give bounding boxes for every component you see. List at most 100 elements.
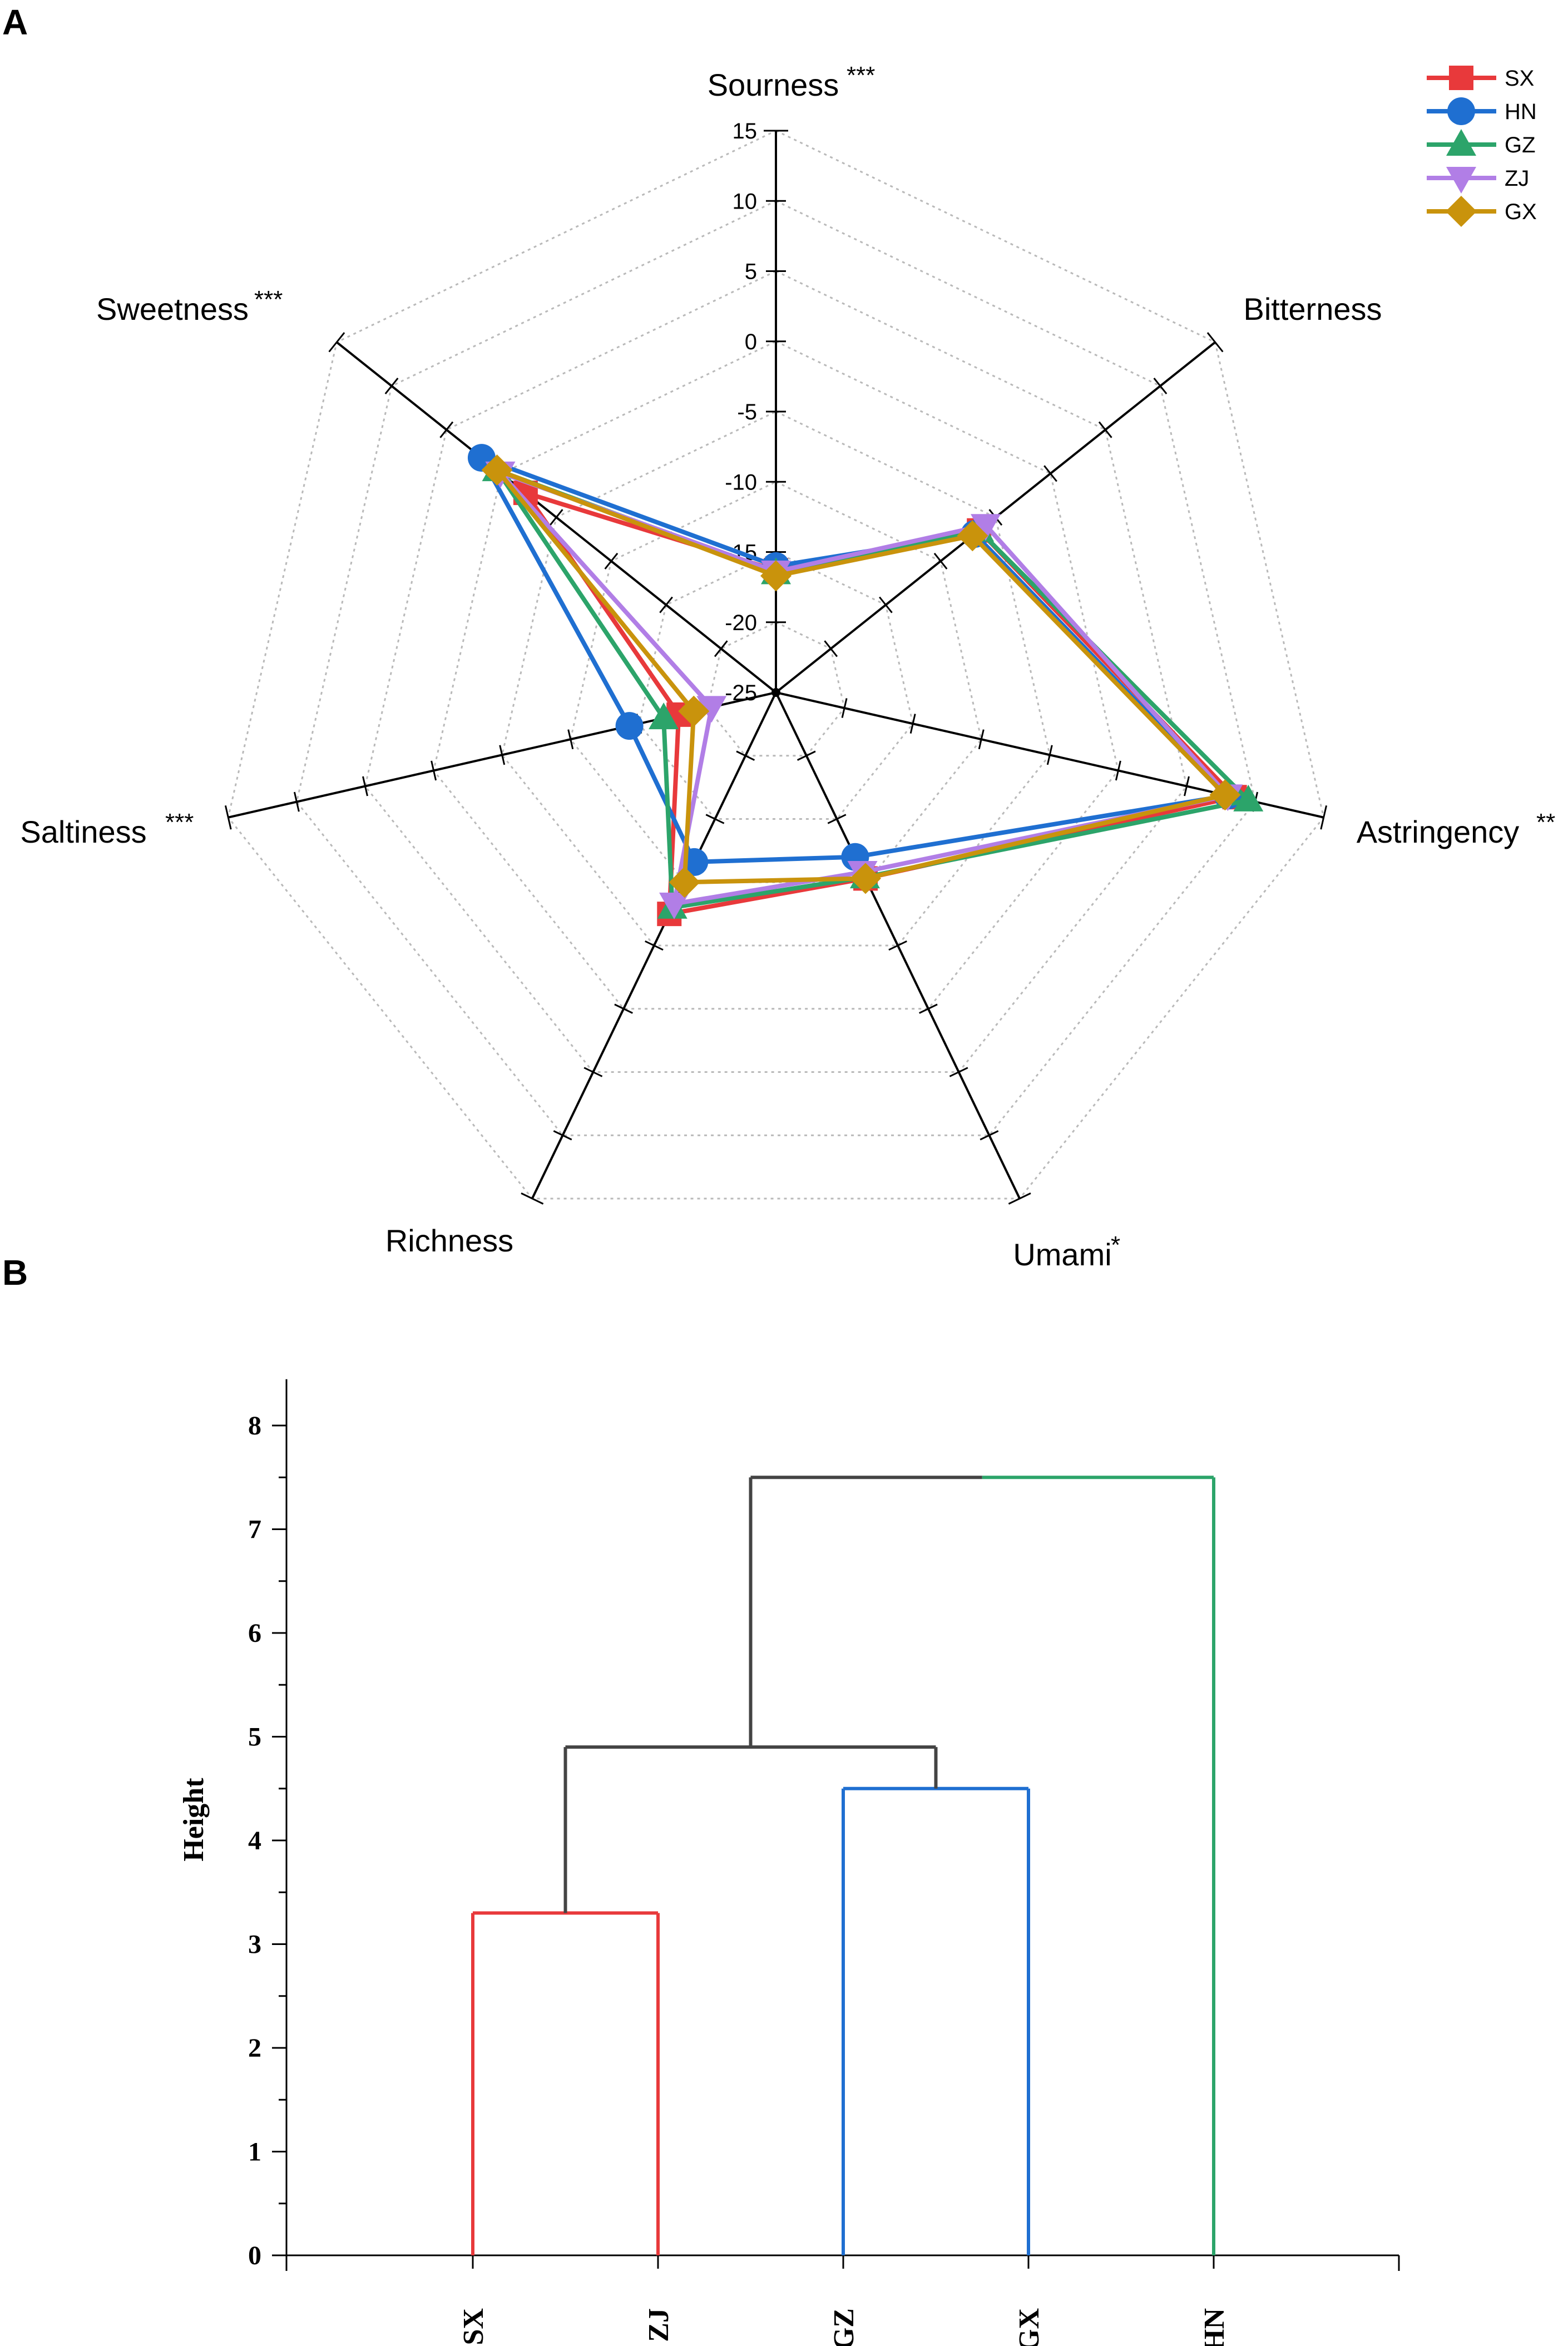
radial-tick-label--5: -5 [737, 400, 757, 424]
point-gz-astringency [1233, 784, 1264, 811]
axis-tick-sweetness--15 [659, 596, 673, 613]
y-tick-label-6: 6 [248, 1619, 261, 1648]
axis-tick-bitterness-10 [1153, 377, 1168, 395]
axis-tick-astringency--5 [1046, 745, 1053, 765]
axis-tick-astringency-15 [1320, 805, 1328, 830]
axis-tick-umami--20 [797, 750, 816, 761]
radial-tick-label--25: -25 [725, 681, 757, 705]
axis-label-richness: Richness [385, 1223, 513, 1258]
point-gx-astringency [1209, 779, 1241, 811]
y-tick-label-5: 5 [248, 1723, 261, 1752]
point-gx-richness [669, 867, 700, 898]
grid-ring-15 [227, 130, 1325, 1200]
axis-tick-astringency--15 [909, 714, 916, 734]
leaf-label-sx: SX [458, 2308, 489, 2345]
radial-tick-label--20: -20 [725, 611, 757, 635]
axis-tick-umami--15 [827, 814, 847, 824]
y-tick-label-4: 4 [248, 1826, 261, 1855]
grid-ring--15 [638, 551, 914, 820]
y-tick-label-8: 8 [248, 1411, 261, 1441]
axis-tick-richness-10 [553, 1130, 572, 1141]
radial-tick-label-0: 0 [745, 330, 757, 354]
axis-tick-bitterness-5 [1098, 421, 1112, 438]
point-gx-saltiness [678, 695, 710, 727]
significance-saltiness: *** [165, 809, 194, 836]
axis-tick-umami-10 [980, 1130, 999, 1141]
point-hn-saltiness [615, 712, 644, 740]
axis-tick-astringency--20 [841, 698, 848, 718]
leaf-label-zj: ZJ [643, 2308, 675, 2342]
point-gx-sweetness [481, 454, 513, 486]
axis-tick-richness-15 [521, 1192, 544, 1205]
leaf-label-gz: GZ [828, 2308, 860, 2346]
point-gx-sourness [760, 560, 792, 592]
radial-tick-label-5: 5 [745, 260, 757, 284]
radar-center [771, 688, 780, 697]
series-line-gz [494, 468, 1251, 910]
radar-legend: SX HN GZ ZJ GX [1427, 66, 1537, 227]
axis-tick-saltiness-0 [431, 760, 437, 781]
significance-sourness: *** [847, 62, 875, 89]
axis-label-sourness: Sourness [708, 67, 839, 102]
axis-tick-sweetness--20 [714, 640, 728, 657]
leaf-label-gx: GX [1013, 2308, 1045, 2346]
point-gz-saltiness [649, 702, 679, 730]
legend-marker-zj [1446, 167, 1476, 194]
radial-tick-label--10: -10 [725, 470, 757, 494]
axis-label-astringency: Astringency [1357, 814, 1520, 849]
axis-tick-richness-0 [614, 1003, 633, 1014]
axis-tick-saltiness--5 [499, 745, 506, 765]
leaf-label-hn: HN [1199, 2308, 1230, 2346]
axis-tick-richness--5 [645, 940, 664, 951]
significance-sweetness: *** [254, 286, 283, 313]
significance-umami: * [1111, 1231, 1120, 1259]
axis-label-umami: Umami [1013, 1237, 1111, 1272]
axis-tick-saltiness-5 [362, 776, 368, 796]
legend-marker-hn [1447, 97, 1475, 125]
point-zj-saltiness [696, 696, 727, 723]
panel-a-letter: A [2, 2, 28, 42]
legend-label-hn: HN [1505, 100, 1537, 124]
axis-tick-saltiness-10 [293, 791, 300, 812]
point-gx-umami [850, 863, 882, 894]
axis-tick-astringency-5 [1184, 776, 1190, 796]
axis-tick-saltiness-15 [224, 805, 232, 830]
axis-tick-bitterness-15 [1206, 332, 1224, 353]
axis-tick-sweetness--5 [549, 509, 563, 526]
panel-b-letter: B [2, 1253, 28, 1293]
y-tick-label-1: 1 [248, 2137, 261, 2167]
point-zj-bitterness [971, 514, 1001, 541]
grid-ring--20 [706, 621, 845, 757]
legend-marker-gz [1446, 129, 1476, 156]
axis-tick-umami-15 [1008, 1192, 1031, 1205]
dendrogram-chart: 0 1 2 3 4 5 6 7 8 Height SX ZJ GZ GX HN [178, 1379, 1400, 2346]
axis-label-bitterness: Bitterness [1244, 291, 1382, 326]
grid-ring-0 [432, 340, 1120, 1010]
axis-tick-bitterness--15 [879, 596, 893, 613]
series-line-gx [494, 468, 1228, 885]
series-line-hn [479, 456, 1230, 864]
axis-tick-bitterness--20 [824, 640, 838, 657]
axis-tick-umami--5 [888, 940, 907, 951]
legend-label-gx: GX [1505, 200, 1537, 224]
y-tick-label-7: 7 [248, 1515, 261, 1545]
legend-label-zj: ZJ [1505, 166, 1529, 191]
legend-marker-gx [1446, 196, 1477, 227]
y-tick-label-3: 3 [248, 1930, 261, 1959]
axis-tick-astringency-0 [1115, 760, 1121, 781]
grid-ring--5 [501, 410, 1051, 947]
axis-tick-umami-5 [949, 1067, 968, 1077]
legend-label-sx: SX [1505, 66, 1534, 91]
y-axis-label: Height [178, 1778, 210, 1862]
axis-tick-bitterness--10 [933, 552, 948, 570]
axis-label-sweetness: Sweetness [96, 291, 249, 326]
point-gx-bitterness [957, 520, 988, 552]
series-line-zj [498, 470, 1230, 906]
axis-tick-richness--15 [705, 814, 725, 824]
axis-tick-sweetness--10 [604, 552, 619, 570]
axis-tick-umami-0 [919, 1003, 938, 1014]
radial-tick-label-10: 10 [733, 189, 758, 214]
significance-astringency: ** [1536, 809, 1555, 836]
